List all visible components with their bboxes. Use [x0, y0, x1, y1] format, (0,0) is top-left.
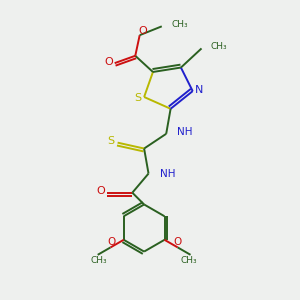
Text: O: O	[138, 26, 147, 36]
Text: N: N	[195, 85, 203, 94]
Text: S: S	[108, 136, 115, 146]
Text: O: O	[97, 186, 105, 196]
Text: NH: NH	[160, 169, 175, 178]
Text: O: O	[104, 57, 113, 67]
Text: NH: NH	[177, 127, 193, 137]
Text: CH₃: CH₃	[210, 42, 227, 51]
Text: CH₃: CH₃	[91, 256, 107, 265]
Text: O: O	[173, 238, 181, 248]
Text: O: O	[107, 238, 115, 248]
Text: S: S	[134, 94, 141, 103]
Text: CH₃: CH₃	[181, 256, 197, 265]
Text: CH₃: CH₃	[171, 20, 188, 29]
